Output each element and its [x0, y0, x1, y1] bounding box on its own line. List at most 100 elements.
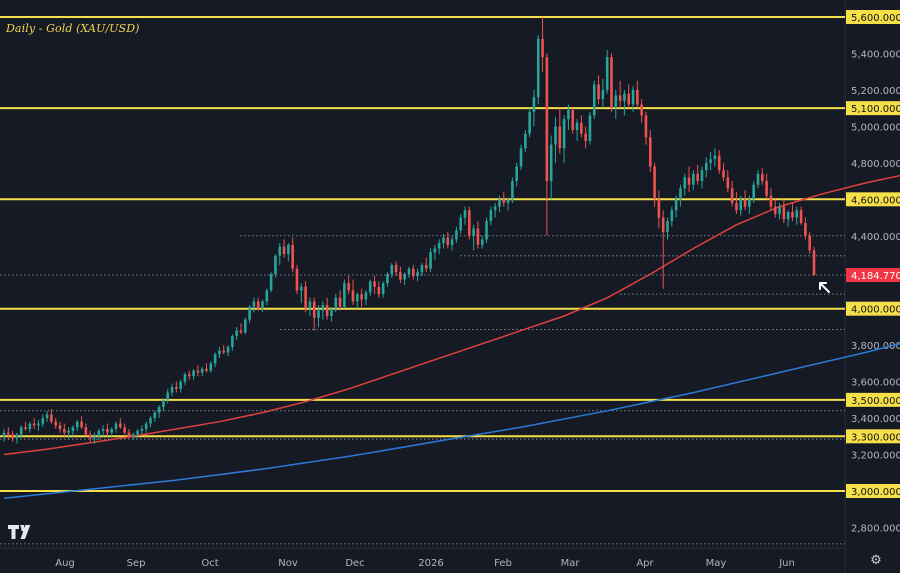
candle-body: [648, 137, 652, 167]
x-tick-label: Aug: [55, 558, 75, 569]
candle-body: [489, 210, 493, 222]
candle-body: [114, 423, 118, 430]
candle-body: [7, 432, 10, 435]
candle-body: [131, 434, 135, 437]
candle-body: [136, 430, 139, 435]
candle-body: [541, 38, 544, 58]
candle-body: [45, 414, 49, 419]
candle-body: [347, 283, 350, 291]
candle-body: [679, 188, 682, 200]
candle-body: [463, 210, 467, 218]
candle-body: [243, 319, 247, 333]
candle-body: [674, 199, 678, 211]
candle-body: [119, 423, 122, 428]
candle-body: [450, 239, 454, 245]
candle-body: [269, 274, 273, 291]
candle-body: [360, 294, 363, 300]
x-tick-label: Oct: [201, 558, 218, 569]
candle-body: [252, 301, 256, 307]
candle-body: [351, 290, 355, 302]
candle-body: [554, 126, 557, 145]
x-tick-label: May: [706, 558, 727, 569]
candle-body: [597, 84, 600, 100]
candle-body: [804, 223, 807, 236]
y-tick-label: 4,400.000: [851, 232, 900, 243]
candle-body: [235, 330, 238, 337]
level-price-label: 5,600.000: [851, 13, 900, 24]
gear-icon[interactable]: ⚙: [870, 553, 882, 568]
candle-body: [614, 95, 618, 109]
candle-body: [63, 429, 66, 433]
level-price-label: 3,000.000: [851, 487, 900, 498]
candle-body: [575, 122, 579, 131]
x-tick-label: Mar: [561, 558, 581, 569]
candle-body: [455, 230, 458, 240]
candle-body: [412, 268, 415, 276]
candle-body: [368, 281, 372, 293]
candle-body: [179, 381, 182, 389]
candle-body: [717, 155, 721, 171]
level-price-tag: [846, 429, 900, 444]
candle-body: [209, 363, 213, 371]
level-price-tag: [846, 101, 900, 116]
candle-body: [795, 210, 799, 218]
candle-body: [722, 170, 725, 178]
candle-body: [511, 181, 514, 200]
candle-body: [334, 297, 338, 309]
candle-body: [558, 126, 562, 149]
candle-body: [321, 305, 325, 311]
candle-body: [213, 354, 217, 364]
candle-body: [338, 297, 342, 307]
x-tick-label: Apr: [636, 558, 654, 569]
candle-body: [485, 221, 488, 240]
candle-body: [265, 290, 269, 302]
candle-body: [373, 281, 376, 287]
level-price-label: 4,000.000: [851, 305, 900, 316]
candle-body: [812, 250, 816, 276]
candle-body: [567, 109, 570, 120]
candle-body: [58, 425, 62, 430]
level-price-tag: [846, 192, 900, 207]
candle-body: [562, 119, 566, 149]
tradingview-logo-icon: [8, 525, 31, 539]
y-tick-label: 4,800.000: [851, 159, 900, 170]
candle-body: [778, 206, 781, 214]
chart-title: Daily - Gold (XAU/USD): [6, 22, 140, 35]
candle-body: [506, 199, 510, 203]
candle-body: [28, 423, 32, 430]
candle-body: [278, 246, 282, 256]
candle-body: [287, 244, 290, 254]
candle-body: [601, 89, 605, 100]
candle-body: [274, 255, 277, 275]
x-tick-label: Sep: [127, 558, 146, 569]
candle-body: [735, 202, 738, 211]
candle-body: [618, 95, 622, 101]
candle-body: [493, 206, 497, 211]
candle-body: [390, 264, 394, 275]
candle-body: [218, 350, 221, 355]
candle-body: [356, 294, 359, 302]
x-tick-label: Jun: [778, 558, 795, 569]
candle-body: [381, 283, 385, 295]
candle-body: [687, 177, 691, 185]
candle-body: [377, 286, 381, 295]
candle-body: [752, 184, 755, 200]
candle-body: [394, 264, 398, 273]
candle-body: [424, 264, 428, 269]
level-price-tag: [846, 10, 900, 24]
candle-body: [308, 301, 312, 309]
candle-body: [192, 370, 195, 377]
candle-body: [571, 109, 575, 131]
candle-body: [299, 286, 303, 291]
candle-body: [183, 374, 187, 382]
y-tick-label: 5,400.000: [851, 49, 900, 60]
candle-body: [748, 199, 751, 207]
candle-body: [730, 188, 734, 203]
candle-body: [670, 210, 674, 222]
candle-body: [110, 429, 114, 433]
candle-body: [15, 434, 19, 439]
y-tick-label: 5,000.000: [851, 122, 900, 133]
candle-body: [149, 418, 152, 424]
candle-body: [399, 272, 402, 280]
